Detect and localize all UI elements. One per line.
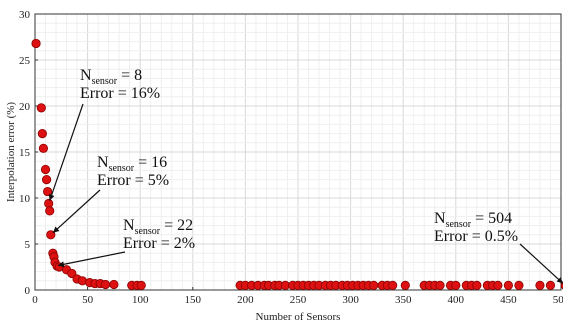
annotation-error: Error = 2% <box>123 235 195 252</box>
x-tick-label: 500 <box>553 294 563 306</box>
annotation-arrow-line <box>52 189 101 234</box>
x-tick-label: 400 <box>448 294 465 306</box>
annotation-error: Error = 0.5% <box>434 228 518 245</box>
y-tick-label: 20 <box>19 101 31 113</box>
x-tick-label: 200 <box>237 294 254 306</box>
annotation-error: Error = 5% <box>97 172 169 189</box>
data-point <box>369 280 379 290</box>
data-point <box>40 164 51 175</box>
y-tick-label: 15 <box>19 147 31 159</box>
data-point <box>400 280 410 290</box>
data-point <box>109 279 119 290</box>
annotation-arrow-head <box>556 277 563 284</box>
data-point <box>45 206 55 216</box>
annotation-sensor-count: Nsensor = 22 <box>123 217 193 237</box>
x-tick-label: 150 <box>185 294 202 306</box>
data-point <box>46 230 56 240</box>
annotation-arrow-head <box>52 226 60 233</box>
annotation-sensor-count: Nsensor = 504 <box>434 210 512 230</box>
annotation-arrow-head <box>48 194 55 201</box>
y-axis-ticks: 0 5 10 15 20 25 30 <box>19 9 38 297</box>
annotation-error: Error = 16% <box>80 85 160 102</box>
annotation-arrow-line <box>49 103 84 201</box>
data-point <box>37 129 47 139</box>
y-axis-label: Interpolation error (%) <box>5 102 17 203</box>
data-point <box>100 279 111 290</box>
grid <box>35 14 561 290</box>
y-tick-label: 5 <box>25 239 31 251</box>
data-point <box>31 38 41 49</box>
annotation-sensor-count: Nsensor = 8 <box>80 67 142 87</box>
x-tick-label: 0 <box>32 294 38 306</box>
x-tick-label: 300 <box>342 294 359 306</box>
data-point <box>545 280 556 290</box>
annotation-arrow-head <box>57 261 65 268</box>
y-tick-label: 25 <box>19 55 31 67</box>
data-point <box>435 280 445 290</box>
x-tick-label: 450 <box>500 294 517 306</box>
data-point <box>43 186 53 197</box>
y-tick-label: 10 <box>19 193 31 205</box>
x-tick-label: 350 <box>395 294 412 306</box>
x-tick-label: 100 <box>132 294 149 306</box>
x-axis-ticks: 0 50 100 150 200 250 300 350 400 450 500 <box>32 287 563 306</box>
data-point <box>36 103 46 113</box>
data-point <box>67 268 77 279</box>
annotation-arrow-line <box>57 251 126 267</box>
data-point <box>38 143 49 153</box>
data-point <box>136 280 146 290</box>
data-point <box>472 280 482 290</box>
y-tick-label: 30 <box>19 9 31 21</box>
data-point <box>514 280 524 290</box>
data-point <box>41 175 52 185</box>
y-tick-label: 0 <box>25 285 31 297</box>
annotation-sensor-count: Nsensor = 16 <box>97 154 167 174</box>
x-tick-label: 250 <box>290 294 307 306</box>
x-axis-label: Number of Sensors <box>256 311 341 323</box>
x-tick-label: 50 <box>82 294 94 306</box>
data-points <box>31 38 563 290</box>
data-point <box>493 280 503 290</box>
annotation-arrow-line <box>519 243 563 284</box>
data-point <box>535 280 545 290</box>
data-point <box>503 280 513 290</box>
data-point <box>451 280 461 290</box>
data-point <box>388 280 398 290</box>
